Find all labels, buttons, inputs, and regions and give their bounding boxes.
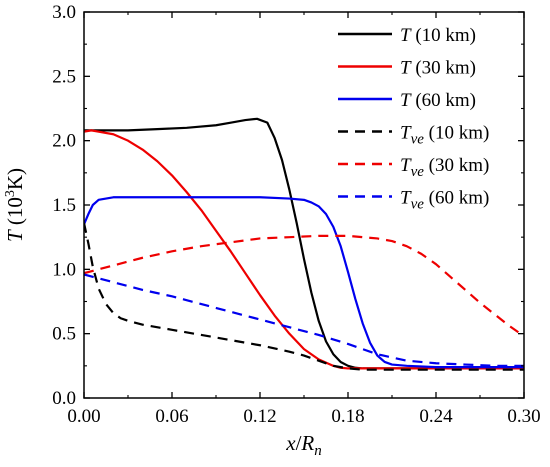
series-line-5 <box>84 234 524 338</box>
x-axis-title: x/Rn <box>285 431 322 459</box>
legend-label-5: Tve (30 km) <box>400 155 489 180</box>
y-axis-title: T (103K) <box>3 168 27 242</box>
ticks-layer: 0.00 0.06 0.12 0.18 0.24 0.30 0.0 0.5 1.0 1.5 2.0 2… <box>52 2 540 427</box>
x-tick-label: 0.00 <box>67 406 100 427</box>
y-tick-label: 1.0 <box>52 259 76 280</box>
legend: T (10 km) T (30 km) T (60 km) Tve (10 km) Tv… <box>338 25 489 213</box>
legend-label-6: Tve (60 km) <box>400 188 489 213</box>
x-tick-label: 0.06 <box>155 406 188 427</box>
legend-label-2: T (30 km) <box>400 58 476 79</box>
y-tick-label: 2.5 <box>52 66 76 87</box>
y-tick-label: 1.5 <box>52 195 76 216</box>
x-tick-label: 0.24 <box>419 406 453 427</box>
y-tick-label: 0.0 <box>52 388 76 409</box>
x-tick-label: 0.12 <box>243 406 276 427</box>
y-tick-label: 3.0 <box>52 2 76 23</box>
legend-label-1: T (10 km) <box>400 25 476 46</box>
legend-label-4: Tve (10 km) <box>400 123 489 148</box>
series-line-2 <box>84 129 524 370</box>
y-tick-label: 0.5 <box>52 324 76 345</box>
legend-label-3: T (60 km) <box>400 90 476 111</box>
series-layer <box>84 117 524 371</box>
series-line-6 <box>84 273 524 367</box>
y-tick-label: 2.0 <box>52 131 76 152</box>
series-line-3 <box>84 196 524 369</box>
series-line-4 <box>84 222 524 371</box>
x-tick-label: 0.30 <box>507 406 540 427</box>
x-tick-label: 0.18 <box>331 406 364 427</box>
